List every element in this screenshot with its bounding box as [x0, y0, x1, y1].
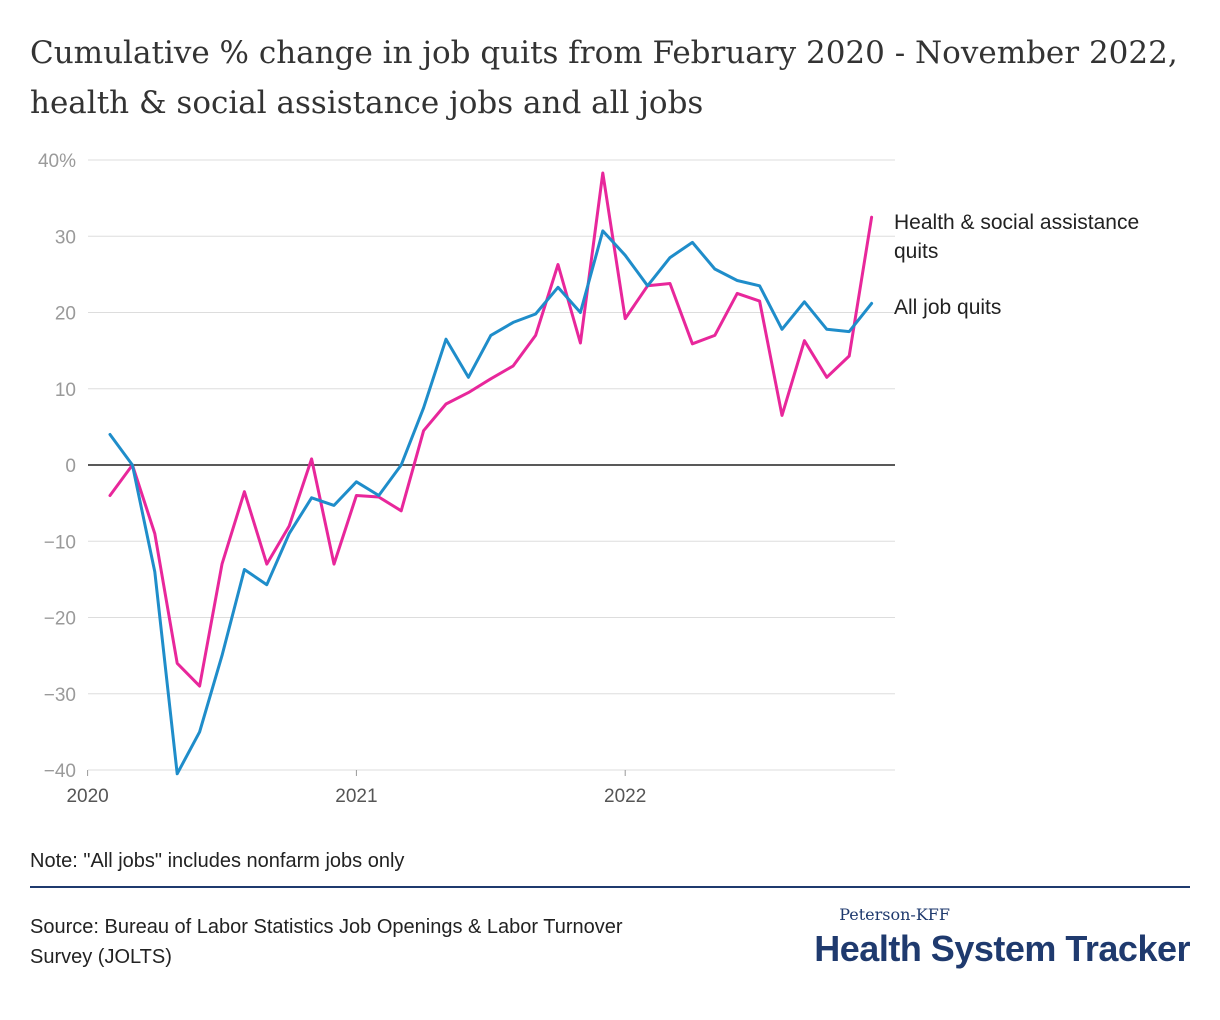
y-tick-label: −40	[44, 761, 76, 782]
y-tick-label: 30	[55, 227, 76, 248]
footer-divider	[30, 886, 1190, 888]
x-tick-label: 2021	[335, 786, 377, 807]
y-tick-label: 10	[55, 380, 76, 401]
source-text: Source: Bureau of Labor Statistics Job O…	[30, 916, 623, 968]
y-tick-label: −30	[44, 685, 76, 706]
y-tick-label: 40%	[38, 151, 76, 172]
y-tick-label: 0	[65, 456, 76, 477]
y-tick-label: 20	[55, 304, 76, 325]
brand-health-system-tracker: Health System Tracker	[814, 928, 1190, 969]
x-axis-tick-labels: 2020 2021 2022	[66, 770, 646, 807]
y-tick-label: −10	[44, 532, 76, 553]
y-tick-label: −20	[44, 609, 76, 630]
line-chart: 40% 30 20 10 0 −10 −20 −30 −40 2020 2021 2022 Heal…	[38, 151, 1139, 807]
health-quits-label: quits	[894, 240, 938, 263]
grid-lines	[88, 159, 895, 771]
y-axis-tick-labels: 40% 30 20 10 0 −10 −20 −30 −40	[38, 151, 76, 782]
x-tick-label: 2020	[66, 786, 108, 807]
x-tick-label: 2022	[604, 786, 646, 807]
all-job-quits-label: All job quits	[894, 296, 1001, 319]
chart-title: Cumulative % change in job quits from Fe…	[30, 35, 1178, 121]
series-lines	[108, 171, 874, 776]
chart-note: Note: "All jobs" includes nonfarm jobs o…	[30, 850, 405, 872]
health-quits-line	[108, 171, 874, 688]
brand-peterson-kff: Peterson-KFF	[839, 905, 950, 924]
all-job-quits-line	[108, 229, 874, 776]
series-labels: Health & social assistance quits All job q…	[894, 211, 1139, 319]
health-quits-label: Health & social assistance	[894, 211, 1139, 234]
